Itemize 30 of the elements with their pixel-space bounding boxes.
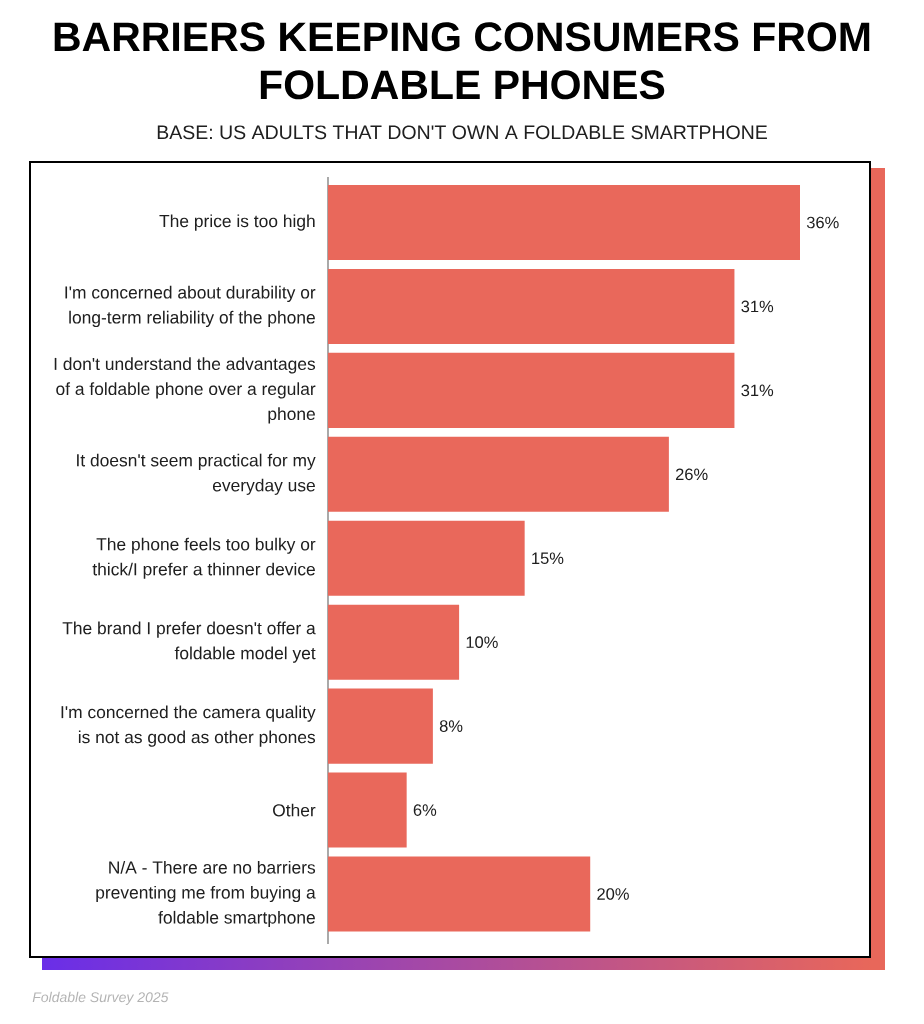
data-label: 15% <box>532 552 564 565</box>
bar <box>328 688 433 764</box>
bar <box>328 184 800 261</box>
data-label: 6% <box>413 804 437 816</box>
y-tick-label: It doesn't seem practical for my everyday use <box>77 453 316 495</box>
text: Foldable Survey 2025 <box>32 991 169 1005</box>
y-tick-label: The price is too high <box>159 214 315 231</box>
data-label: 36% <box>806 216 839 229</box>
data-label: 26% <box>675 468 708 481</box>
bar <box>328 436 669 512</box>
y-tick-label: I'm concerned the camera quality is not as good as other phones <box>61 705 316 747</box>
bar <box>328 856 591 932</box>
chart-subtitle: BASE: US ADULTS THAT DON'T OWN A FOLDABLE SMARTPHONE <box>157 125 767 140</box>
bar <box>328 604 460 680</box>
y-tick-label: N/A - There are no barriers preventing me from buying a foldable smartphone <box>96 860 316 928</box>
y-tick-label: I don't understand the advantages of a foldable phone over a regular phone <box>54 357 316 424</box>
bar <box>328 520 525 596</box>
bar <box>328 772 407 848</box>
chart-title: BARRIERS KEEPING CONSUMERS FROM FOLDABLE PHONES <box>54 22 870 100</box>
data-label: 10% <box>466 636 498 649</box>
y-tick-label: Other <box>273 803 316 817</box>
bar <box>328 352 735 428</box>
data-label: 8% <box>439 720 463 732</box>
y-tick-label: The phone feels too bulky or thick/I prefer a thinner device <box>92 537 316 579</box>
data-label: 31% <box>741 384 774 397</box>
data-label: 20% <box>597 888 629 900</box>
data-label: 31% <box>741 300 774 313</box>
y-tick-label: I'm concerned about durability or long-term reliability of the phone <box>65 285 316 328</box>
y-tick-label: The brand I prefer doesn't offer a foldable model yet <box>62 621 316 663</box>
bar <box>328 268 735 344</box>
